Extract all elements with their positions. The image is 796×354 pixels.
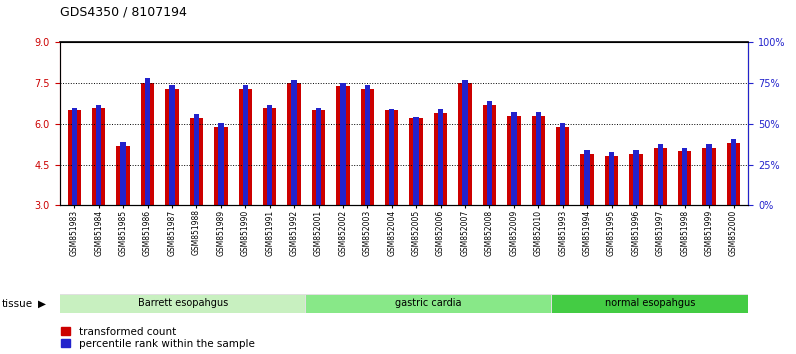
- Bar: [218, 122, 224, 205]
- Text: ▶: ▶: [38, 299, 46, 309]
- Bar: [166, 88, 179, 205]
- Bar: [682, 148, 688, 205]
- Bar: [68, 110, 81, 205]
- Bar: [193, 114, 199, 205]
- Bar: [92, 108, 106, 205]
- Bar: [727, 143, 740, 205]
- Bar: [189, 119, 203, 205]
- Text: gastric cardia: gastric cardia: [396, 298, 462, 308]
- Bar: [263, 108, 276, 205]
- Bar: [482, 105, 496, 205]
- Bar: [389, 109, 395, 205]
- Bar: [60, 295, 305, 313]
- Bar: [486, 101, 492, 205]
- Bar: [511, 112, 517, 205]
- Bar: [536, 112, 541, 205]
- Bar: [462, 80, 468, 205]
- Bar: [306, 295, 551, 313]
- Bar: [413, 117, 419, 205]
- Bar: [552, 295, 747, 313]
- Bar: [116, 145, 130, 205]
- Bar: [385, 110, 399, 205]
- Bar: [365, 85, 370, 205]
- Bar: [96, 105, 101, 205]
- Bar: [707, 144, 712, 205]
- Bar: [657, 144, 663, 205]
- Bar: [458, 83, 472, 205]
- Bar: [702, 148, 716, 205]
- Bar: [72, 108, 77, 205]
- Bar: [214, 127, 228, 205]
- Bar: [145, 78, 150, 205]
- Bar: [584, 150, 590, 205]
- Bar: [434, 113, 447, 205]
- Bar: [267, 105, 272, 205]
- Bar: [507, 116, 521, 205]
- Bar: [532, 116, 545, 205]
- Text: normal esopahgus: normal esopahgus: [605, 298, 695, 308]
- Bar: [336, 86, 349, 205]
- Bar: [316, 108, 322, 205]
- Bar: [556, 127, 569, 205]
- Bar: [141, 83, 154, 205]
- Bar: [605, 156, 618, 205]
- Bar: [731, 139, 736, 205]
- Bar: [287, 83, 301, 205]
- Bar: [580, 154, 594, 205]
- Bar: [560, 122, 565, 205]
- Bar: [120, 142, 126, 205]
- Bar: [361, 88, 374, 205]
- Bar: [678, 151, 692, 205]
- Bar: [340, 83, 345, 205]
- Bar: [409, 119, 423, 205]
- Bar: [291, 80, 297, 205]
- Text: Barrett esopahgus: Barrett esopahgus: [138, 298, 228, 308]
- Bar: [634, 150, 638, 205]
- Bar: [239, 88, 252, 205]
- Bar: [312, 110, 326, 205]
- Text: tissue: tissue: [2, 299, 33, 309]
- Text: GDS4350 / 8107194: GDS4350 / 8107194: [60, 5, 186, 18]
- Bar: [629, 154, 642, 205]
- Legend: transformed count, percentile rank within the sample: transformed count, percentile rank withi…: [61, 327, 255, 349]
- Bar: [243, 85, 248, 205]
- Bar: [170, 85, 174, 205]
- Bar: [609, 152, 615, 205]
- Bar: [438, 109, 443, 205]
- Bar: [654, 148, 667, 205]
